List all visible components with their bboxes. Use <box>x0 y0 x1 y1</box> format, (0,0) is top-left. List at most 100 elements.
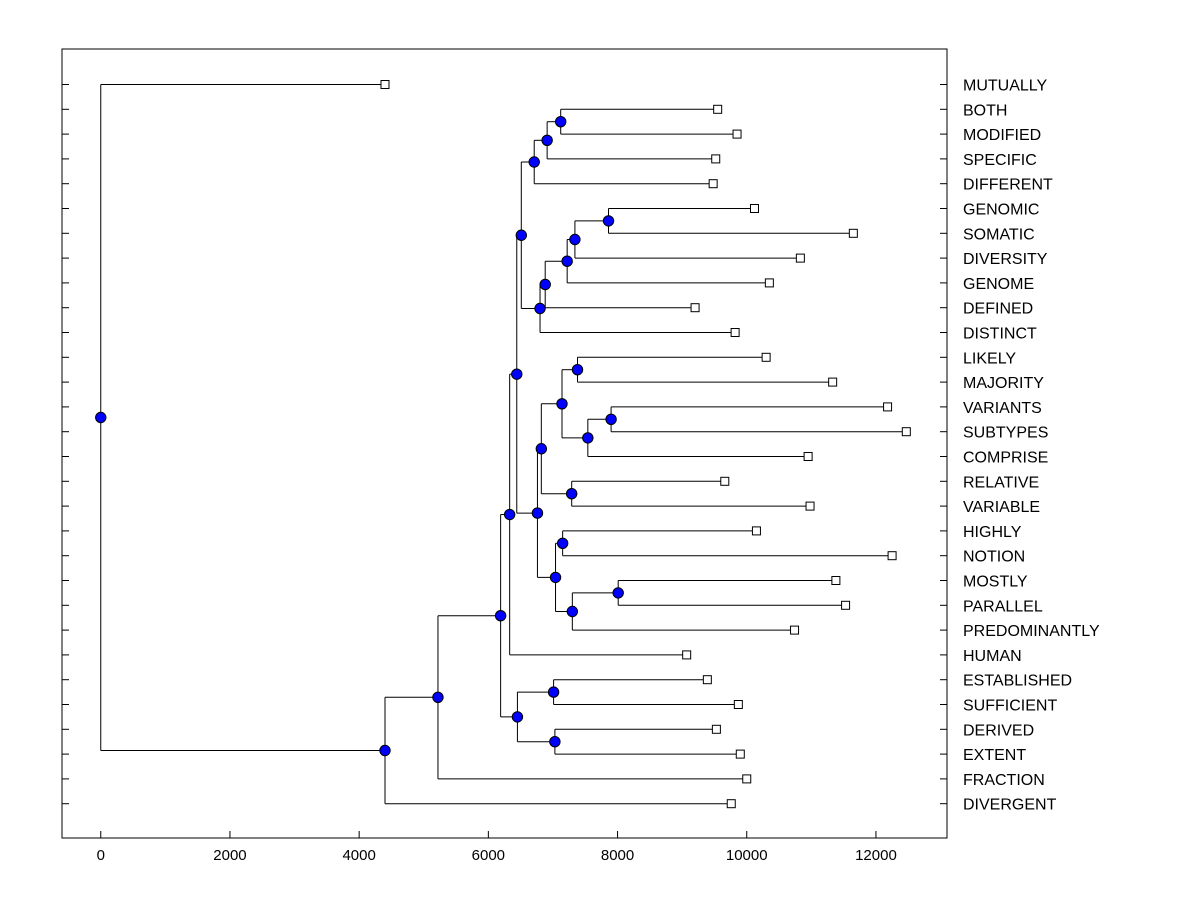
leaf-label: BOTH <box>963 102 1007 119</box>
x-tick-label: 6000 <box>472 847 505 864</box>
leaf-marker <box>730 328 740 337</box>
merge-node <box>541 134 553 147</box>
merge-node <box>582 432 594 444</box>
merge-node <box>528 156 540 168</box>
leaf-label: DERIVED <box>963 722 1034 739</box>
leaf-marker <box>749 204 759 213</box>
leaf-marker <box>751 526 761 536</box>
leaf-label: SUBTYPES <box>963 425 1048 442</box>
leaf-marker <box>720 476 730 486</box>
merge-node <box>565 488 578 500</box>
merge-node <box>561 255 573 267</box>
axis-ticks: 0 2000 4000 6000 8000 10000 12000 <box>62 84 947 864</box>
leaf-marker <box>761 352 771 362</box>
merge-node <box>612 587 624 599</box>
leaf-marker <box>764 278 774 288</box>
leaf-label: COMPRISE <box>963 450 1048 467</box>
leaf-marker <box>803 452 813 461</box>
leaf-label: GENOME <box>963 276 1034 293</box>
merge-node <box>511 711 524 723</box>
leaf-label: SOMATIC <box>963 226 1035 243</box>
leaf-label: HUMAN <box>963 648 1022 665</box>
leaf-label: MAJORITY <box>963 375 1044 392</box>
leaf-markers <box>380 80 911 809</box>
merge-node <box>531 507 544 519</box>
merge-node <box>503 508 516 521</box>
merge-node <box>432 691 444 704</box>
leaf-label: SPECIFIC <box>963 152 1037 169</box>
merge-node <box>534 302 546 315</box>
merge-node <box>515 229 527 241</box>
merge-node <box>535 443 548 455</box>
leaf-label: EXTENT <box>963 747 1026 764</box>
merge-nodes <box>95 116 624 757</box>
leaf-marker <box>735 749 745 759</box>
leaf-marker <box>831 576 841 585</box>
leaf-marker <box>901 427 911 437</box>
leaf-marker <box>682 650 692 660</box>
leaf-marker <box>887 551 897 561</box>
leaf-label: DEFINED <box>963 301 1033 318</box>
leaf-marker <box>733 700 743 709</box>
merge-node <box>547 686 560 698</box>
x-tick-label: 2000 <box>213 847 246 864</box>
leaf-labels: MUTUALLY BOTH MODIFIED SPECIFIC DIFFERENT GEN… <box>963 78 1100 814</box>
x-tick-label: 0 <box>97 847 105 864</box>
leaf-marker <box>708 179 718 189</box>
leaf-marker <box>742 774 752 784</box>
x-tick-label: 12000 <box>855 847 897 864</box>
merge-node <box>569 233 581 246</box>
plot-frame <box>61 48 948 839</box>
leaf-label: LIKELY <box>963 350 1016 367</box>
merge-node <box>539 278 551 291</box>
leaf-label: DISTINCT <box>963 326 1037 343</box>
leaf-marker <box>795 253 805 263</box>
leaf-label: PREDOMINANTLY <box>963 623 1100 640</box>
leaf-marker <box>790 625 800 635</box>
leaf-marker <box>841 600 851 610</box>
leaf-label: MOSTLY <box>963 574 1028 591</box>
merge-node <box>571 364 584 376</box>
merge-node <box>549 571 562 584</box>
leaf-marker <box>883 402 893 412</box>
merge-node <box>566 605 579 618</box>
merge-node <box>556 537 569 549</box>
leaf-marker <box>690 303 700 313</box>
leaf-label: PARALLEL <box>963 598 1043 615</box>
leaf-label: NOTION <box>963 549 1025 566</box>
leaf-marker <box>805 501 815 511</box>
leaf-marker <box>713 104 723 114</box>
x-tick-label: 8000 <box>601 847 634 864</box>
leaf-label: ESTABLISHED <box>963 673 1072 690</box>
x-tick-label: 10000 <box>726 847 768 864</box>
leaf-label: HIGHLY <box>963 524 1022 541</box>
x-tick-label: 4000 <box>342 847 375 864</box>
leaf-label: DIVERGENT <box>963 797 1057 814</box>
leaf-marker <box>726 799 736 809</box>
dendrogram-edges <box>100 84 907 805</box>
leaf-label: SUFFICIENT <box>963 698 1057 715</box>
merge-node <box>549 736 561 748</box>
merge-node <box>511 368 523 380</box>
leaf-label: MUTUALLY <box>963 78 1047 95</box>
leaf-label: DIFFERENT <box>963 177 1053 194</box>
merge-node <box>602 215 615 227</box>
leaf-label: VARIABLE <box>963 499 1040 516</box>
leaf-label: FRACTION <box>963 772 1045 789</box>
leaf-label: RELATIVE <box>963 474 1039 491</box>
leaf-marker <box>702 675 712 685</box>
leaf-marker <box>711 724 721 734</box>
leaf-label: GENOMIC <box>963 202 1039 219</box>
merge-node <box>95 411 107 424</box>
merge-node <box>494 610 507 622</box>
merge-node <box>605 413 617 425</box>
leaf-marker <box>380 80 390 89</box>
leaf-label: VARIANTS <box>963 400 1042 417</box>
leaf-label: DIVERSITY <box>963 251 1048 268</box>
merge-node <box>379 744 391 757</box>
leaf-marker <box>848 228 858 238</box>
merge-node <box>555 116 567 128</box>
leaf-label: MODIFIED <box>963 127 1041 144</box>
merge-node <box>556 398 568 410</box>
